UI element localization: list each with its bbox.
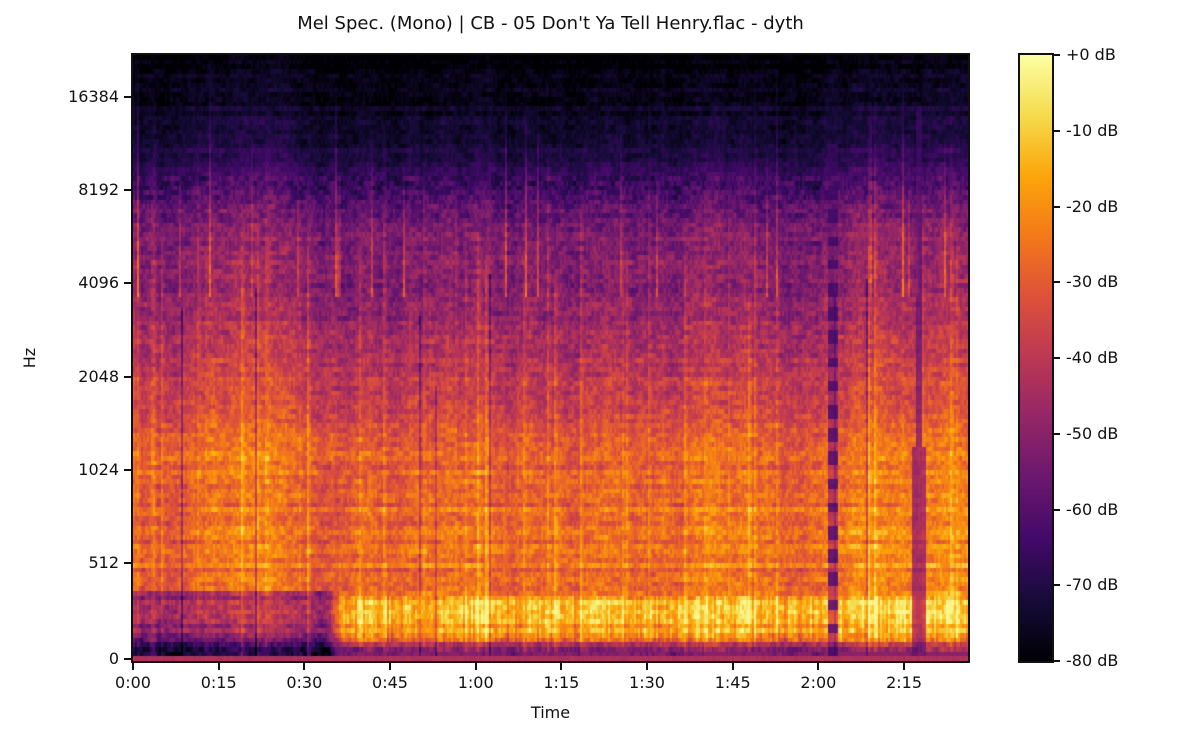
colorbar-tick-label: -50 dB bbox=[1066, 423, 1119, 443]
colorbar-tick-mark bbox=[1054, 584, 1060, 587]
x-tick-mark bbox=[132, 663, 134, 670]
y-tick-mark bbox=[124, 95, 131, 98]
colorbar-tick-mark bbox=[1054, 660, 1060, 662]
y-tick-label: 1024 bbox=[78, 460, 119, 480]
colorbar-tick-mark bbox=[1054, 432, 1060, 435]
y-tick-label: 4096 bbox=[78, 272, 119, 292]
x-tick-label: 0:00 bbox=[115, 673, 151, 692]
colorbar-tick-mark bbox=[1054, 357, 1060, 359]
y-tick-label: 512 bbox=[88, 552, 119, 572]
x-tick-label: 1:30 bbox=[629, 673, 665, 692]
x-tick-mark bbox=[217, 663, 220, 670]
y-tick-label: 0 bbox=[108, 649, 119, 669]
colorbar-tick-label: -20 dB bbox=[1066, 196, 1119, 216]
colorbar-tick-label: -60 dB bbox=[1066, 499, 1119, 519]
y-tick-label: 2048 bbox=[78, 366, 119, 386]
y-tick-mark bbox=[124, 189, 131, 192]
y-tick-label: 8192 bbox=[78, 180, 119, 200]
y-tick-label: 16384 bbox=[68, 86, 119, 106]
x-tick-mark bbox=[389, 663, 391, 670]
colorbar-tick-mark bbox=[1054, 281, 1060, 284]
colorbar-gradient bbox=[1020, 55, 1052, 661]
colorbar-tick-label: +0 dB bbox=[1066, 45, 1116, 64]
x-tick-label: 0:45 bbox=[372, 673, 408, 692]
x-tick-mark bbox=[817, 663, 820, 670]
y-tick-mark bbox=[124, 375, 131, 378]
x-tick-mark bbox=[731, 663, 734, 670]
chart-title: Mel Spec. (Mono) | CB - 05 Don't Ya Tell… bbox=[297, 13, 804, 34]
colorbar-tick-label: -70 dB bbox=[1066, 575, 1119, 595]
x-tick-mark bbox=[303, 663, 306, 670]
x-tick-label: 2:00 bbox=[800, 673, 837, 692]
x-axis-label: Time bbox=[530, 703, 571, 722]
y-tick-mark bbox=[124, 281, 131, 284]
x-tick-label: 1:45 bbox=[714, 673, 751, 692]
x-tick-label: 0:30 bbox=[286, 673, 323, 692]
x-tick-mark bbox=[646, 663, 649, 670]
y-tick-mark bbox=[124, 561, 131, 564]
colorbar-tick-label: -30 dB bbox=[1066, 272, 1119, 292]
x-tick-label: 1:00 bbox=[457, 673, 494, 692]
y-tick-mark bbox=[124, 658, 131, 661]
colorbar-tick-label: -10 dB bbox=[1066, 120, 1119, 140]
colorbar-tick-mark bbox=[1054, 129, 1060, 132]
x-tick-mark bbox=[474, 663, 477, 670]
colorbar-tick-label: -80 dB bbox=[1066, 651, 1119, 670]
x-tick-label: 0:15 bbox=[200, 673, 237, 692]
colorbar bbox=[1018, 53, 1054, 663]
spectrogram-plot bbox=[131, 53, 970, 663]
x-tick-mark bbox=[903, 663, 906, 670]
x-tick-mark bbox=[560, 663, 563, 670]
x-tick-label: 2:15 bbox=[886, 673, 922, 692]
colorbar-tick-mark bbox=[1054, 54, 1060, 56]
colorbar-tick-mark bbox=[1054, 508, 1060, 511]
y-tick-mark bbox=[124, 469, 131, 472]
x-tick-label: 1:15 bbox=[543, 673, 580, 692]
colorbar-tick-label: -40 dB bbox=[1066, 348, 1119, 367]
spectrogram-canvas bbox=[133, 55, 968, 661]
colorbar-tick-mark bbox=[1054, 205, 1060, 208]
